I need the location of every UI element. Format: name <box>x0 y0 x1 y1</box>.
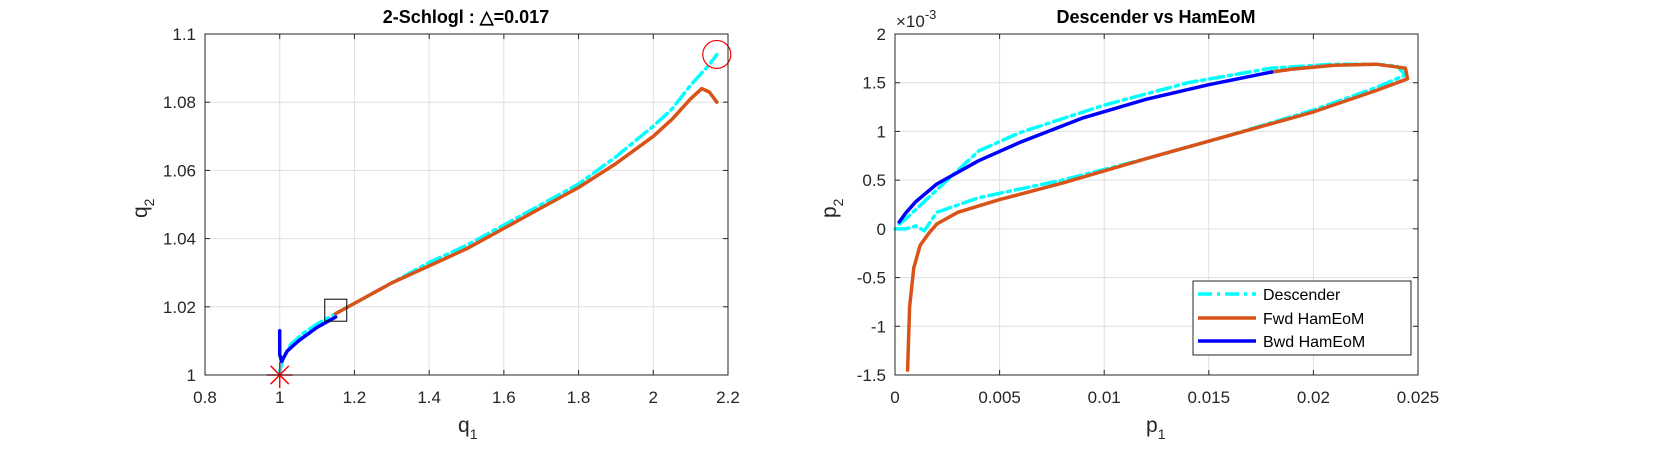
left-x-tick-label: 2 <box>649 388 658 407</box>
left-x-tick-labels: 0.8 1 1.2 1.4 1.6 1.8 2 2.2 <box>193 388 740 407</box>
right-legend: Descender Fwd HamEoM Bwd HamEoM <box>1192 280 1412 356</box>
left-x-tick-label: 1.4 <box>417 388 441 407</box>
right-chart-title: Descender vs HamEoM <box>1056 7 1255 27</box>
left-y-tick-label: 1.04 <box>163 230 196 249</box>
left-y-tick-label: 1 <box>187 366 196 385</box>
right-x-tick-label: 0.02 <box>1297 388 1330 407</box>
legend-item-fwd-hameom: Fwd HamEoM <box>1198 311 1364 328</box>
left-y-axis-label-main: q <box>129 206 152 218</box>
left-x-tick-label: 1.8 <box>567 388 591 407</box>
left-y-axis-label-sub: 2 <box>141 198 157 206</box>
right-series-line-fwd-hameom <box>905 62 1410 372</box>
right-y-exponent: ×10-3 <box>896 7 936 31</box>
left-x-axis-label-sub: 1 <box>470 426 478 442</box>
left-y-tick-label: 1.1 <box>172 25 196 44</box>
left-x-axis-label: q1 <box>458 414 478 442</box>
right-x-tick-label: 0.005 <box>978 388 1021 407</box>
left-chart-title: 2-Schlogl : △=0.017 <box>383 7 549 27</box>
right-y-exponent-power: -3 <box>925 7 937 22</box>
left-x-tick-label: 1 <box>275 388 284 407</box>
left-x-tick-label: 2.2 <box>716 388 740 407</box>
right-y-tick-label: 0 <box>877 220 886 239</box>
left-y-tick-label: 1.06 <box>163 161 196 180</box>
right-y-tick-label: 1.5 <box>862 74 886 93</box>
right-x-tick-label: 0.01 <box>1088 388 1121 407</box>
left-y-axis-label: q2 <box>129 198 157 218</box>
right-x-axis-label-main: p <box>1146 414 1158 437</box>
left-x-tick-label: 1.2 <box>343 388 367 407</box>
junction-square-marker <box>324 298 348 322</box>
legend-item-descender: Descender <box>1198 287 1341 304</box>
left-x-tick-label: 0.8 <box>193 388 217 407</box>
right-chart-panel: 0 0.005 0.01 0.015 0.02 0.025 -1.5 -1 -0.5 0 0.5 1… <box>818 7 1439 442</box>
right-y-tick-label: 0.5 <box>862 171 886 190</box>
left-series-group <box>277 52 719 374</box>
right-x-axis-label: p1 <box>1146 414 1166 442</box>
right-x-tick-label: 0.025 <box>1397 388 1440 407</box>
right-axes-frame <box>894 33 1419 376</box>
left-series-line-orange-solid <box>333 86 719 316</box>
right-y-tick-label: 1 <box>877 122 886 141</box>
legend-label-fwd-hameom: Fwd HamEoM <box>1263 311 1364 328</box>
left-series-line-cyan-dashdot <box>277 52 719 374</box>
right-y-tick-labels: -1.5 -1 -0.5 0 0.5 1 1.5 2 <box>857 25 886 385</box>
right-y-axis-label-main: p <box>818 206 841 218</box>
legend-label-descender: Descender <box>1263 287 1341 304</box>
right-y-axis-label: p2 <box>818 198 846 218</box>
right-y-tick-label: -0.5 <box>857 269 886 288</box>
left-y-tick-labels: 1 1.02 1.04 1.06 1.08 1.1 <box>163 25 196 385</box>
left-series-line-blue-solid <box>277 315 338 364</box>
right-x-tick-label: 0 <box>890 388 899 407</box>
right-x-axis-label-sub: 1 <box>1158 426 1166 442</box>
end-point-circle-marker <box>702 39 732 70</box>
left-y-tick-label: 1.02 <box>163 298 196 317</box>
left-chart-panel: 0.8 1 1.2 1.4 1.6 1.8 2 2.2 1 1.02 1.04 1.06 1.08 1.… <box>129 7 740 442</box>
left-axes-frame <box>204 33 729 376</box>
left-plot-area <box>205 34 728 375</box>
right-series-group <box>893 62 1410 372</box>
right-x-tick-labels: 0 0.005 0.01 0.015 0.02 0.025 <box>890 388 1439 407</box>
left-y-tick-label: 1.08 <box>163 93 196 112</box>
right-y-tick-label: -1 <box>871 317 886 336</box>
right-y-exponent-base: ×10 <box>896 12 925 31</box>
right-y-tick-label: -1.5 <box>857 366 886 385</box>
left-x-axis-label-main: q <box>458 414 470 437</box>
right-series-line-bwd-hameom <box>897 70 1274 224</box>
right-y-tick-label: 2 <box>877 25 886 44</box>
legend-item-bwd-hameom: Bwd HamEoM <box>1198 334 1365 351</box>
right-y-axis-label-sub: 2 <box>830 198 846 206</box>
left-x-tick-label: 1.6 <box>492 388 516 407</box>
right-x-tick-label: 0.015 <box>1188 388 1231 407</box>
legend-label-bwd-hameom: Bwd HamEoM <box>1263 334 1365 351</box>
